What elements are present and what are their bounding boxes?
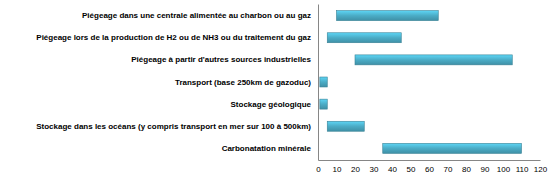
y-tick: Stockage dans les océans (y compris tran… <box>36 122 318 131</box>
x-tick: 30 <box>370 160 379 174</box>
bar <box>320 99 327 109</box>
y-axis: Piégeage dans une centrale alimentée au … <box>36 5 318 161</box>
bar <box>327 121 364 131</box>
x-tick: 110 <box>516 160 529 174</box>
y-tick: Piégeage à partir d'autres sources indus… <box>131 55 318 64</box>
category-label: Transport (base 250km de gazoduc) <box>175 78 311 87</box>
x-tick: 40 <box>388 160 397 174</box>
bar <box>355 55 512 65</box>
chart: 0 10 20 30 40 50 60 70 80 90 100 110 120 Piégeage dan… <box>0 0 550 184</box>
x-tick-label: 50 <box>407 165 416 174</box>
x-tick: 0 <box>316 160 321 174</box>
x-tick: 100 <box>497 160 511 174</box>
x-tick-label: 20 <box>351 165 360 174</box>
category-label: Stockage géologique <box>231 100 312 109</box>
y-tick: Carbonatation minérale <box>222 144 318 153</box>
category-label: Piégeage lors de la production de H2 ou … <box>36 33 311 42</box>
y-tick: Piégeage lors de la production de H2 ou … <box>36 33 318 42</box>
x-tick-label: 10 <box>333 165 342 174</box>
x-tick: 90 <box>481 160 490 174</box>
x-tick-label: 90 <box>481 165 490 174</box>
x-tick-label: 60 <box>425 165 434 174</box>
x-tick-label: 30 <box>370 165 379 174</box>
x-tick-label: 80 <box>462 165 471 174</box>
y-tick: Transport (base 250km de gazoduc) <box>175 78 318 87</box>
x-tick-label: 120 <box>534 165 548 174</box>
category-label: Carbonatation minérale <box>222 144 312 153</box>
x-tick: 50 <box>407 160 416 174</box>
y-axis-line <box>318 5 319 161</box>
x-tick: 80 <box>462 160 471 174</box>
bar <box>383 143 522 153</box>
x-tick-label: 100 <box>497 165 511 174</box>
category-label: Piégeage à partir d'autres sources indus… <box>131 55 311 64</box>
x-tick: 10 <box>333 160 342 174</box>
x-tick-label: 70 <box>444 165 453 174</box>
category-label: Stockage dans les océans (y compris tran… <box>36 122 311 131</box>
x-tick: 60 <box>425 160 434 174</box>
bar <box>337 11 439 21</box>
x-tick-label: 110 <box>516 165 529 174</box>
x-tick-label: 0 <box>316 165 321 174</box>
bar <box>320 77 327 87</box>
x-tick: 120 <box>534 160 548 174</box>
bar <box>327 33 401 43</box>
bars <box>320 11 522 154</box>
y-tick: Piégeage dans une centrale alimentée au … <box>82 11 318 20</box>
y-tick: Stockage géologique <box>231 100 318 109</box>
x-axis-line <box>319 160 541 161</box>
category-label: Piégeage dans une centrale alimentée au … <box>82 11 311 20</box>
x-axis: 0 10 20 30 40 50 60 70 80 90 100 110 120 <box>316 160 547 174</box>
x-tick: 70 <box>444 160 453 174</box>
x-tick-label: 40 <box>388 165 397 174</box>
x-tick: 20 <box>351 160 360 174</box>
